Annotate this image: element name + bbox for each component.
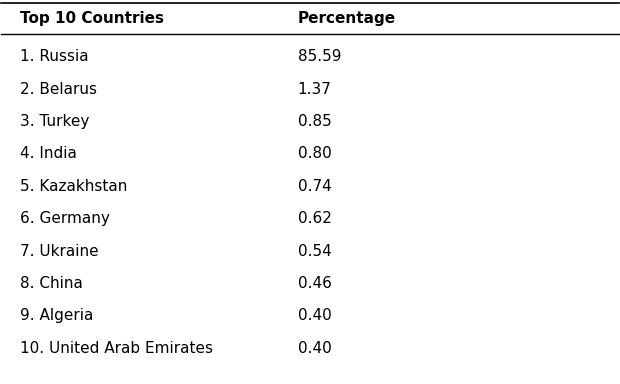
Text: 3. Turkey: 3. Turkey [20,114,89,129]
Text: 0.62: 0.62 [298,211,332,226]
Text: 6. Germany: 6. Germany [20,211,110,226]
Text: 9. Algeria: 9. Algeria [20,308,93,323]
Text: Top 10 Countries: Top 10 Countries [20,11,164,26]
Text: 1.37: 1.37 [298,81,332,96]
Text: 0.46: 0.46 [298,276,332,291]
Text: 85.59: 85.59 [298,49,341,64]
Text: 7. Ukraine: 7. Ukraine [20,243,99,258]
Text: 0.54: 0.54 [298,243,332,258]
Text: 2. Belarus: 2. Belarus [20,81,97,96]
Text: 0.40: 0.40 [298,308,332,323]
Text: 0.40: 0.40 [298,341,332,356]
Text: 8. China: 8. China [20,276,83,291]
Text: 4. India: 4. India [20,146,77,161]
Text: 0.74: 0.74 [298,179,332,194]
Text: 1. Russia: 1. Russia [20,49,89,64]
Text: 0.80: 0.80 [298,146,332,161]
Text: 10. United Arab Emirates: 10. United Arab Emirates [20,341,213,356]
Text: Percentage: Percentage [298,11,396,26]
Text: 5. Kazakhstan: 5. Kazakhstan [20,179,127,194]
Text: 0.85: 0.85 [298,114,332,129]
